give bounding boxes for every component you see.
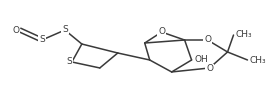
Text: O: O (206, 64, 213, 73)
Text: CH₃: CH₃ (249, 56, 266, 66)
Text: O: O (204, 35, 211, 44)
Text: O: O (12, 26, 19, 35)
Text: S: S (62, 25, 68, 34)
Text: S: S (39, 35, 45, 44)
Text: S: S (66, 57, 72, 66)
Text: OH: OH (195, 56, 208, 64)
Text: O: O (158, 27, 165, 36)
Text: CH₃: CH₃ (235, 30, 252, 39)
